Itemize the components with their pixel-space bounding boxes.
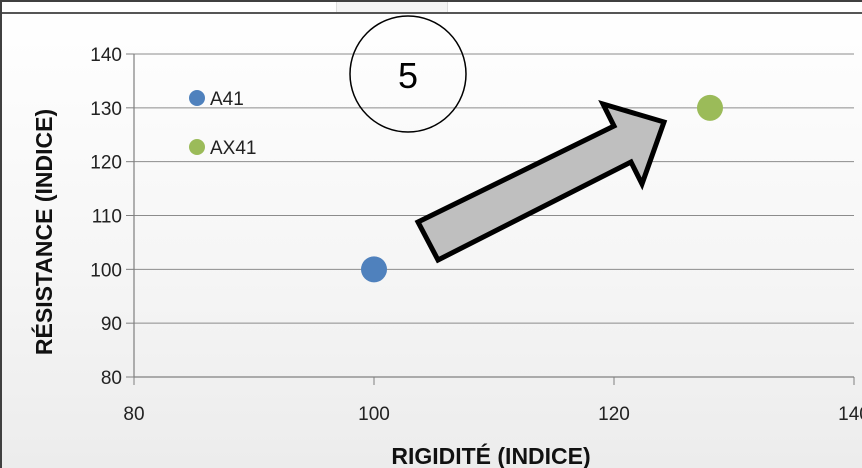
axes [133, 54, 854, 378]
data-points [361, 94, 723, 283]
legend-marker-a41 [189, 90, 205, 106]
annotation-number: 5 [398, 55, 418, 96]
data-point-a41 [361, 256, 387, 283]
x-tick-label: 120 [598, 404, 630, 425]
legend-marker-ax41 [189, 139, 205, 155]
y-tick-label: 140 [90, 45, 122, 66]
y-tick-label: 110 [92, 207, 122, 228]
y-tick-label: 120 [90, 153, 122, 174]
x-tick-label: 80 [123, 404, 144, 425]
y-tick-label: 100 [90, 260, 122, 281]
legend-label-a41: A41 [210, 89, 244, 110]
y-tick-label: 130 [90, 99, 122, 120]
x-tick-labels: 80 100 120 140 [123, 404, 862, 425]
x-tick-label: 100 [358, 404, 390, 425]
legend-label-ax41: AX41 [210, 138, 256, 159]
arrow-icon [414, 99, 668, 264]
y-tick-label: 80 [101, 368, 122, 389]
window-tab [336, 2, 448, 12]
y-tick-labels: 80 90 100 110 120 130 140 [90, 45, 122, 389]
legend: A41 AX41 [189, 89, 256, 159]
x-axis-title: RIGIDITÉ (INDICE) [391, 442, 590, 468]
x-tick-label: 140 [838, 404, 862, 425]
annotation-circle [349, 15, 467, 133]
data-point-ax41 [697, 94, 723, 121]
window-top-bar [2, 2, 862, 14]
y-axis-title: RÉSISTANCE (INDICE) [30, 109, 57, 355]
y-tick-label: 90 [101, 314, 122, 335]
annotations: 5 [349, 15, 668, 264]
